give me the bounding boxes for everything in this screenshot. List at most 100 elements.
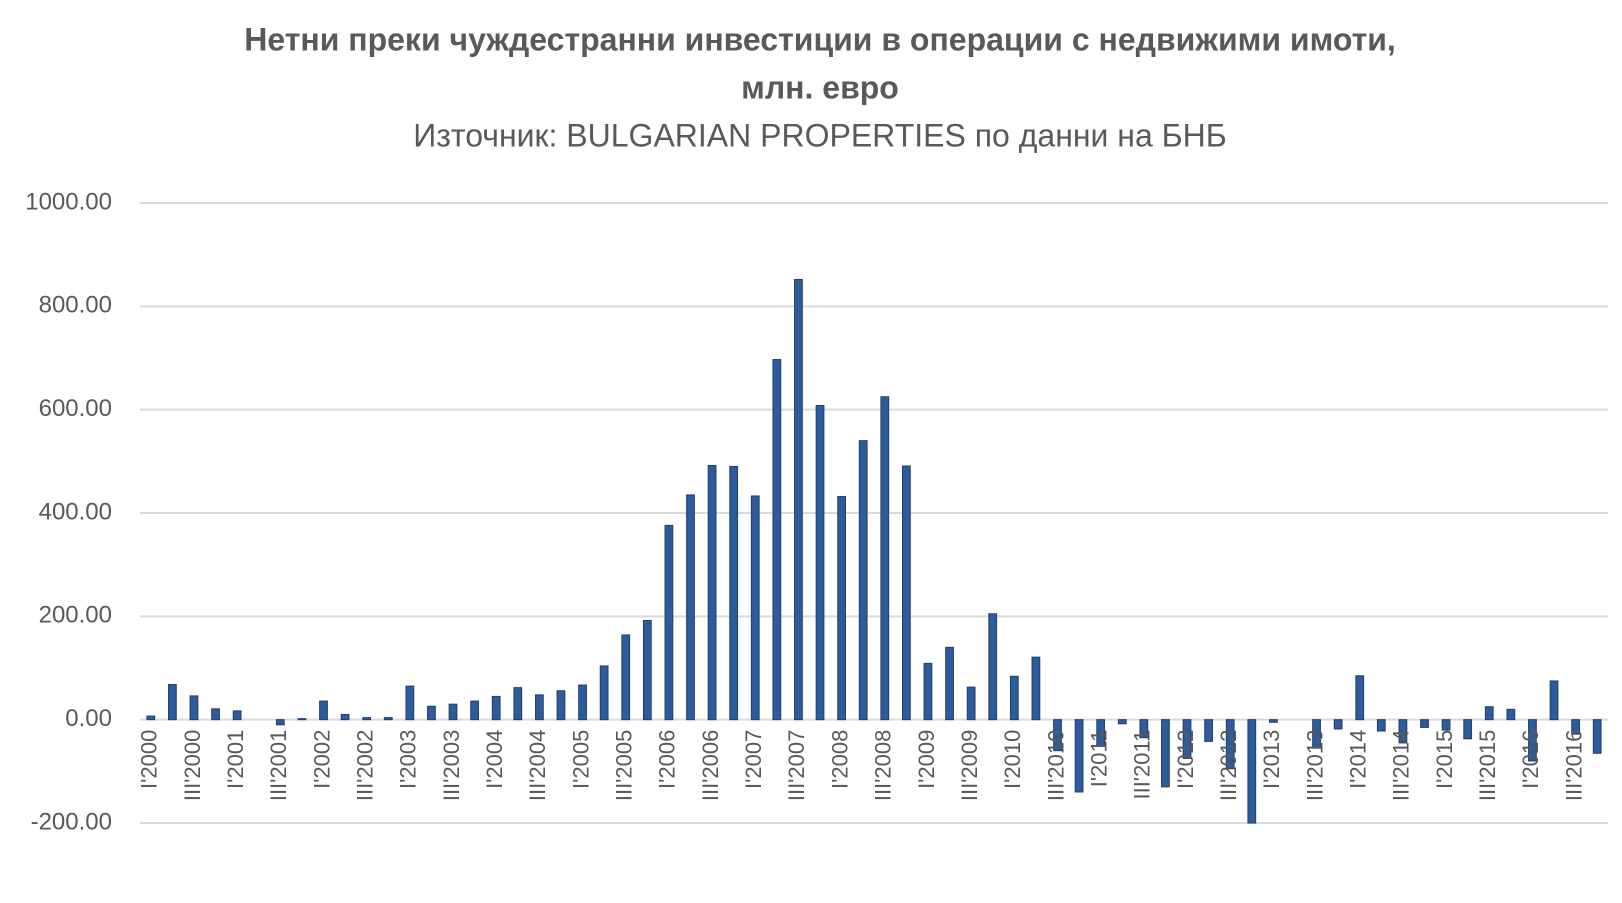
x-tick-label: III'2015 <box>1475 730 1500 801</box>
x-tick-label: I'2009 <box>914 730 939 789</box>
x-tick-label: I'2002 <box>309 730 334 789</box>
x-tick-label: I'2012 <box>1173 730 1198 789</box>
x-tick-label: III'2011 <box>1130 730 1155 800</box>
bar <box>1204 719 1214 742</box>
bar <box>1528 719 1537 762</box>
bar <box>1053 719 1062 752</box>
y-tick-label: 0.00 <box>65 705 112 732</box>
bar <box>1312 719 1321 749</box>
y-tick-label: -200.00 <box>31 808 112 835</box>
bar <box>1549 680 1559 721</box>
bar <box>319 700 328 721</box>
bar <box>470 700 480 721</box>
bar <box>232 710 242 721</box>
bar <box>1247 719 1257 824</box>
bar <box>1225 719 1235 770</box>
bar <box>858 440 868 721</box>
bar <box>1441 719 1451 731</box>
x-tick-label: III'2000 <box>180 730 205 801</box>
bar <box>491 695 501 721</box>
x-tick-label: III'2005 <box>612 730 637 801</box>
x-tick-label: III'2001 <box>266 730 291 801</box>
bar <box>1117 719 1127 725</box>
bar <box>1376 719 1386 732</box>
bar <box>1333 719 1343 730</box>
x-tick-label: I'2006 <box>655 730 680 789</box>
x-tick-label: III'2004 <box>525 730 550 801</box>
bar <box>621 634 631 721</box>
x-tick-label: I'2005 <box>568 730 593 789</box>
bar <box>275 719 285 726</box>
bar <box>405 685 415 721</box>
bar <box>599 665 609 721</box>
bar <box>1484 706 1494 721</box>
bar <box>750 495 760 721</box>
bar <box>340 714 350 721</box>
bar <box>707 464 717 721</box>
bar <box>880 396 890 721</box>
bar <box>815 405 825 721</box>
x-tick-label: III'2008 <box>871 730 896 801</box>
bar <box>1031 656 1041 721</box>
bar <box>297 718 307 721</box>
bar <box>1009 675 1019 721</box>
x-tick-label: I'2010 <box>1000 730 1025 789</box>
x-tick-label: III'2012 <box>1216 730 1241 801</box>
x-tick-label: III'2003 <box>439 730 464 801</box>
bar <box>513 687 523 721</box>
bar <box>427 705 436 721</box>
bar <box>1182 719 1192 759</box>
bar <box>1592 719 1602 754</box>
bar <box>729 466 739 721</box>
bar <box>167 684 177 721</box>
bar <box>146 715 156 721</box>
y-tick-label: 600.00 <box>39 395 112 422</box>
chart-title-line2: млн. евро <box>741 69 899 105</box>
y-tick-label: 800.00 <box>39 292 112 319</box>
bar <box>794 278 803 721</box>
bar <box>945 646 954 721</box>
bar <box>901 465 911 721</box>
x-tick-label: III'2006 <box>698 730 723 801</box>
x-tick-label: III'2009 <box>957 730 982 801</box>
y-tick-label: 400.00 <box>39 498 112 525</box>
bar <box>988 613 998 721</box>
x-tick-label: I'2016 <box>1518 730 1543 789</box>
bar <box>189 695 199 721</box>
chart-title: Нетни преки чуждестранни инвестиции в оп… <box>244 21 1396 57</box>
bar <box>383 717 393 721</box>
bar <box>1571 719 1581 735</box>
x-tick-label: I'2015 <box>1432 730 1457 789</box>
x-tick-label: I'2004 <box>482 730 507 789</box>
bar <box>772 359 782 721</box>
bar <box>1268 719 1278 723</box>
chart-subtitle: Източник: BULGARIAN PROPERTIES по данни … <box>413 117 1227 153</box>
bar <box>1355 675 1365 721</box>
bar <box>1161 719 1170 788</box>
bar <box>966 686 976 721</box>
bar <box>1463 719 1473 740</box>
x-tick-label: I'2003 <box>396 730 421 789</box>
bar <box>211 708 220 721</box>
x-tick-label: I'2001 <box>223 730 248 789</box>
bar <box>1096 719 1106 747</box>
x-tick-label: I'2014 <box>1346 730 1371 789</box>
bar <box>642 619 652 721</box>
bar <box>534 694 544 721</box>
bar <box>1074 719 1084 793</box>
bar <box>1139 719 1149 739</box>
bar <box>1420 719 1429 728</box>
x-tick-label: I'2011 <box>1086 730 1111 788</box>
bar <box>362 717 372 721</box>
y-tick-label: 200.00 <box>39 602 112 629</box>
x-tick-label: I'2008 <box>827 730 852 789</box>
bar <box>837 495 847 721</box>
x-tick-label: I'2007 <box>741 730 766 789</box>
x-tick-label: III'2014 <box>1389 730 1414 801</box>
bar <box>1398 719 1408 744</box>
x-tick-label: III'2013 <box>1302 730 1327 801</box>
bar <box>556 690 566 721</box>
x-tick-label: I'2000 <box>137 730 162 789</box>
bar <box>686 494 695 721</box>
